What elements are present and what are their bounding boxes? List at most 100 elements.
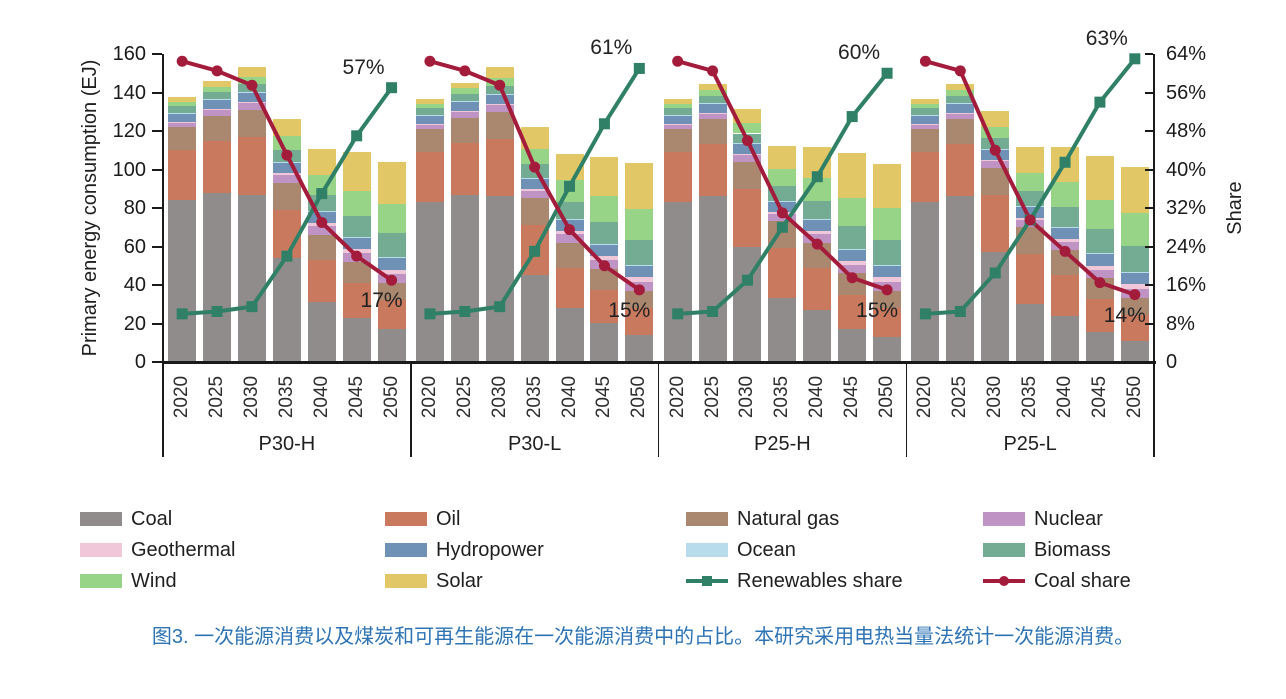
bar-segment-solar (450, 82, 479, 89)
bar-segment-coal (981, 252, 1010, 362)
bar-segment-wind (237, 76, 266, 85)
bar-segment-hydropower (520, 178, 549, 189)
x-axis-year-label: 2035 (771, 375, 793, 419)
bar-segment-hydropower (803, 219, 832, 232)
x-axis-year-label: 2045 (345, 375, 367, 419)
bar-segment-oil (203, 140, 232, 193)
bar-segment-biomass (1051, 207, 1080, 227)
share-axis-tick-label: 24% (1166, 235, 1207, 258)
bar-segment-solar (911, 99, 940, 105)
bar-segment-nuclear (1085, 269, 1114, 279)
legend-label: Oil (436, 507, 461, 530)
y-axis-tick (152, 53, 162, 55)
bar-segment-hydropower (1120, 272, 1149, 285)
bar-segment-nuclear (415, 124, 444, 130)
share-axis-tick (1145, 361, 1153, 363)
bar-segment-hydropower (981, 149, 1010, 160)
renewables-share-marker (846, 111, 858, 123)
share-axis-tick-label: 0 (1166, 351, 1178, 373)
y-axis-tick (152, 284, 162, 286)
bar-segment-nuclear (203, 109, 232, 116)
bar-segment-natural-gas (1085, 278, 1114, 300)
bar-segment-hydropower (873, 265, 902, 278)
bar-segment-nuclear (590, 259, 619, 269)
bar-segment-solar (981, 111, 1010, 127)
legend-item-nuclear: Nuclear (983, 508, 1250, 530)
bar-segment-wind (768, 168, 797, 187)
bar-segment-hydropower (733, 143, 762, 155)
legend-swatch (385, 511, 427, 526)
renewables-share-end-label: 60% (838, 41, 881, 65)
bar-segment-wind (663, 104, 692, 108)
bar-segment-wind (485, 77, 514, 87)
bar-segment-biomass (946, 96, 975, 103)
x-axis-year-label: 2035 (523, 375, 545, 419)
bar-segment-geothermal (237, 102, 266, 104)
share-axis-tick-label: 32% (1166, 197, 1207, 219)
bar-segment-hydropower (307, 211, 336, 224)
coal-share-marker (954, 65, 966, 77)
bar-segment-nuclear (237, 103, 266, 110)
bar-segment-nuclear (981, 160, 1010, 168)
bar-segment-natural-gas (520, 198, 549, 226)
coal-share-end-label: 17% (360, 289, 403, 313)
legend-swatch (80, 511, 122, 526)
share-axis-tick-label: 48% (1166, 120, 1207, 142)
bar-segment-biomass (698, 96, 727, 103)
bar-segment-nuclear (342, 253, 371, 262)
bar-segment-biomass (768, 186, 797, 201)
group-separator (1153, 362, 1155, 457)
bar-segment-nuclear (1120, 288, 1149, 298)
bar-segment-hydropower (377, 258, 406, 270)
bar-segment-solar (625, 162, 654, 209)
bar-segment-nuclear (663, 124, 692, 130)
bar-segment-oil (733, 188, 762, 247)
bar-segment-coal (698, 196, 727, 362)
bar-segment-solar (203, 80, 232, 87)
legend-label: Coal (131, 507, 173, 530)
bar-segment-natural-gas (415, 129, 444, 153)
x-axis-year-label: 2020 (171, 375, 193, 419)
coal-share-end-label: 14% (1103, 303, 1146, 327)
bar-segment-nuclear (838, 264, 867, 274)
bar-segment-nuclear (1051, 241, 1080, 251)
bar-segment-ocean (1120, 271, 1149, 273)
bar-segment-wind (698, 90, 727, 97)
bar-segment-coal (555, 308, 584, 362)
bar-segment-biomass (342, 215, 371, 238)
x-axis-year-label: 2025 (206, 375, 228, 419)
bar-segment-ocean (768, 200, 797, 202)
bar-segment-natural-gas (237, 109, 266, 137)
group-separator (657, 362, 660, 457)
bar-segment-natural-gas (450, 117, 479, 143)
legend-line-sample (686, 574, 728, 588)
bar-segment-solar (1120, 166, 1149, 213)
bar-segment-hydropower (203, 99, 232, 110)
bar-segment-wind (625, 208, 654, 240)
legend-item-ocean: Ocean (686, 539, 983, 561)
legend-swatch (385, 573, 427, 588)
renewables-share-marker (386, 82, 398, 94)
bar-segment-hydropower (555, 219, 584, 232)
bar-segment-coal (450, 194, 479, 362)
bar-segment-coal (485, 196, 514, 362)
legend-label: Geothermal (131, 538, 236, 561)
bar-segment-hydropower (698, 103, 727, 113)
bar-segment-wind (946, 90, 975, 97)
bar-segment-nuclear (272, 175, 301, 183)
bar-segment-solar (520, 126, 549, 149)
bar-segment-natural-gas (485, 111, 514, 139)
bar-segment-solar (237, 67, 266, 77)
legend-label: Nuclear (1034, 507, 1103, 530)
renewables-share-end-label: 61% (590, 36, 633, 60)
bar-segment-ocean (1051, 226, 1080, 228)
x-axis-year-label: 2020 (914, 375, 936, 419)
legend-square-marker (702, 575, 712, 586)
bar-segment-solar (663, 99, 692, 105)
bar-segment-oil (698, 144, 727, 197)
bar-segment-solar (768, 145, 797, 169)
share-axis-tick (1145, 284, 1153, 286)
bar-segment-ocean (838, 248, 867, 250)
bar-segment-hydropower (590, 244, 619, 257)
bar-segment-biomass (272, 149, 301, 163)
